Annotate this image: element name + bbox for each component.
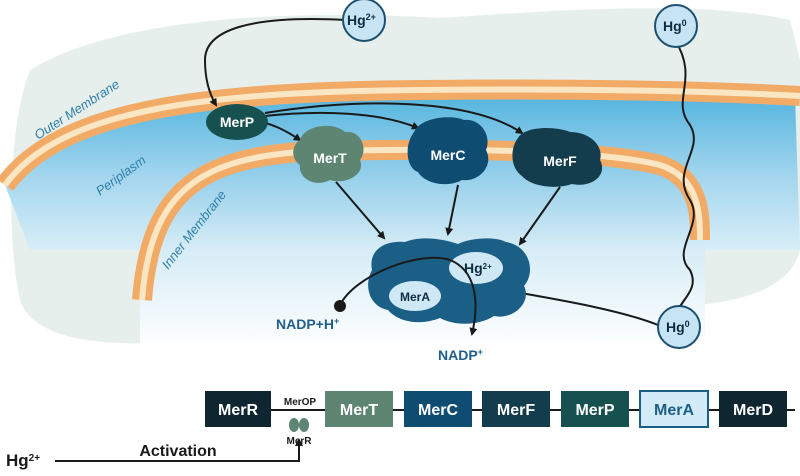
merc-to-mera-arrow (445, 184, 459, 236)
gene-merf (482, 391, 550, 427)
nadp-label: NADP+ (438, 347, 483, 363)
merf-to-mera-arrow (518, 186, 561, 246)
gene-merd (719, 391, 787, 427)
nadph-label: NADP+H+ (276, 316, 339, 332)
mera-label: MerA (400, 290, 430, 304)
svg-text:Hg2+: Hg2+ (347, 12, 376, 28)
svg-text:MerA: MerA (654, 402, 694, 419)
gene-mert (325, 391, 393, 427)
svg-text:MerC: MerC (418, 402, 458, 419)
merp-label: MerP (220, 114, 254, 130)
svg-text:MerD: MerD (733, 402, 773, 419)
hg-to-merp-arrow (203, 18, 346, 107)
mert-protein: MerT (293, 125, 364, 183)
gene-merp (561, 391, 629, 427)
mera-hg-label: Hg2+ (464, 260, 492, 276)
gene-merr (205, 391, 271, 427)
hg0-released: Hg0 (657, 305, 701, 349)
merc-protein: MerC (407, 117, 489, 185)
operator-label: MerOP (284, 397, 317, 408)
svg-text:MerF: MerF (497, 402, 535, 419)
svg-text:Hg0: Hg0 (663, 18, 687, 34)
mert-to-mera-arrow (335, 181, 386, 240)
gene-merc (404, 391, 472, 427)
activation-pathway: Hg2+ Activation (6, 438, 303, 470)
merf-label: MerF (543, 153, 577, 169)
nadph-to-nadp-arrow (339, 256, 478, 336)
mera-to-hg0-line (514, 291, 659, 326)
svg-text:MerR: MerR (218, 402, 258, 419)
activation-label: Activation (139, 443, 216, 460)
svg-text:MerT: MerT (340, 402, 378, 419)
mer-operon: MerR MerOP MerR MerT MerC MerF MerP MerA… (205, 390, 795, 447)
svg-text:Hg0: Hg0 (666, 319, 690, 335)
activation-inducer-label: Hg2+ (6, 451, 40, 470)
hg2-external: Hg2+ (342, 0, 386, 42)
mert-label: MerT (313, 150, 347, 166)
hg0-diffusion-path (674, 39, 695, 313)
activation-arrow (55, 438, 303, 462)
gene-mera (639, 390, 709, 428)
merc-label: MerC (430, 147, 465, 163)
merp-to-merf-arrow (264, 102, 524, 135)
merf-protein: MerF (512, 128, 603, 187)
merr-dimer-left (289, 418, 299, 432)
outer-membrane (0, 79, 800, 192)
merr-dimer-right (299, 418, 309, 432)
merp-to-merc-arrow (264, 111, 420, 130)
mera-complex: Hg2+ MerA (368, 238, 530, 324)
nadph-origin-dot (334, 300, 346, 312)
hg0-external: Hg0 (654, 4, 698, 48)
merp-protein: MerP (206, 104, 268, 140)
svg-text:MerP: MerP (575, 402, 614, 419)
